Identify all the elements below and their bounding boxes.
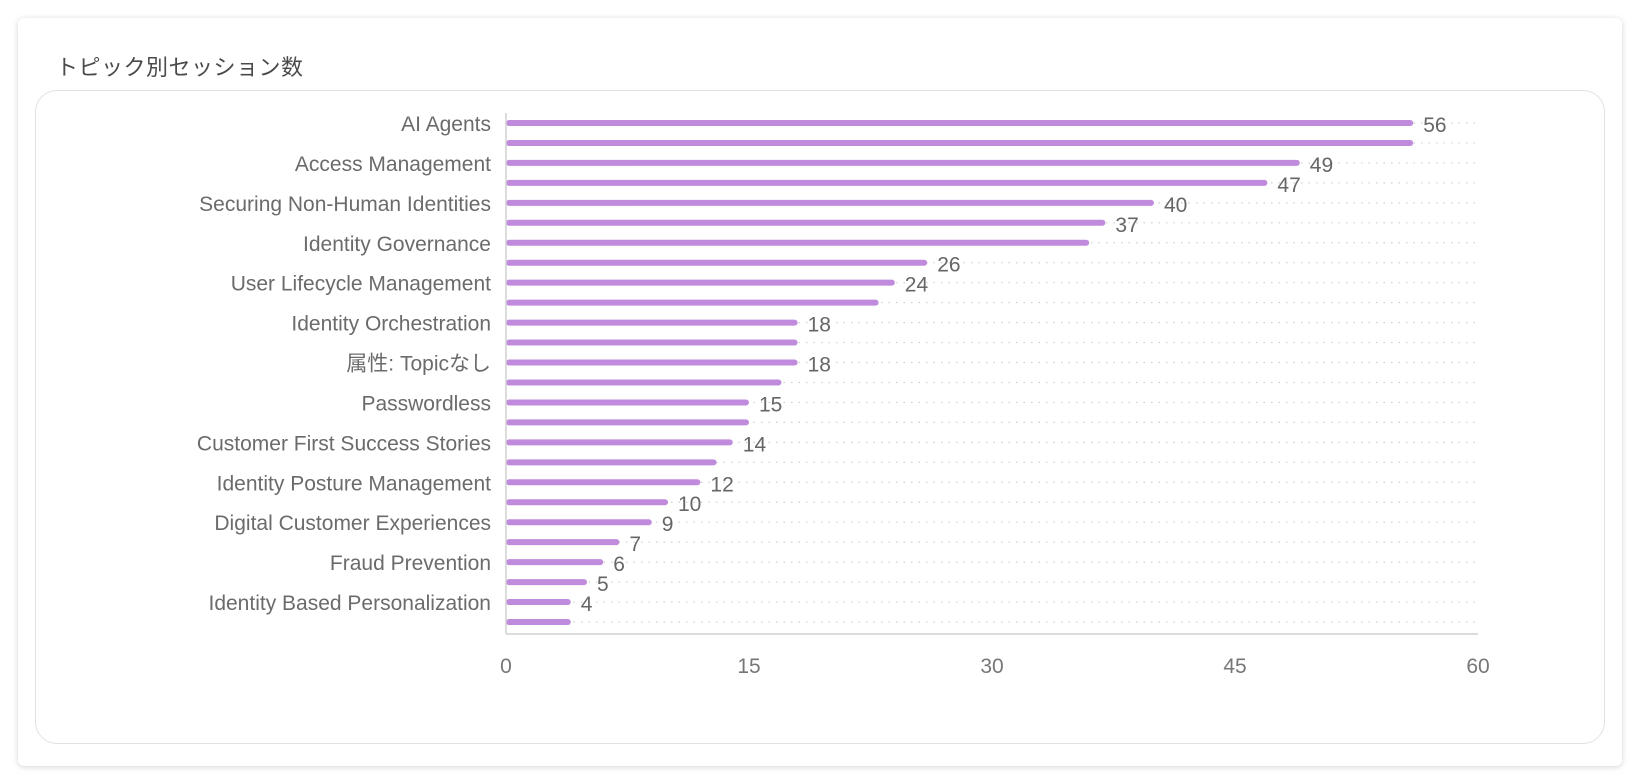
category-label: 属性: Topicなし <box>346 353 491 376</box>
bar <box>506 159 1300 166</box>
x-tick-label: 45 <box>1223 655 1246 678</box>
bar <box>506 619 571 625</box>
bar <box>506 559 604 566</box>
bar <box>506 120 1414 126</box>
category-label: Access Management <box>295 153 491 176</box>
bar-value-label: 12 <box>710 473 733 496</box>
category-label: User Lifecycle Management <box>231 273 491 296</box>
bar <box>506 479 701 486</box>
bar <box>506 139 1414 146</box>
category-label: Identity Governance <box>303 233 491 256</box>
bar <box>506 299 879 306</box>
category-label: Identity Posture Management <box>217 472 491 495</box>
chart-card: 56 49 47 40 37 26 24 18 18 15 14 12 10 9 7 6 5 4 AI Agents… <box>35 90 1605 744</box>
bar-value-label: 40 <box>1164 194 1187 217</box>
bar-value-label: 37 <box>1115 214 1138 237</box>
category-label: Digital Customer Experiences <box>214 512 491 535</box>
bars <box>506 120 1414 625</box>
bar-value-label: 10 <box>678 493 701 516</box>
bar-value-label: 9 <box>662 513 674 536</box>
bar <box>506 239 1090 246</box>
category-label: Securing Non-Human Identities <box>199 193 491 216</box>
bar <box>506 459 717 466</box>
bar <box>506 319 798 326</box>
category-label: Identity Based Personalization <box>208 592 491 615</box>
bar-value-label: 26 <box>937 254 960 277</box>
category-labels: AI Agents Access Management Securing Non-H… <box>197 113 491 615</box>
x-tick-label: 60 <box>1466 655 1489 678</box>
chart-panel: トピック別セッション数 56 49 47 40 37 26 24 18 18 15 14 12 10 9 7… <box>18 18 1622 766</box>
bar <box>506 439 733 446</box>
bar-value-label: 49 <box>1310 154 1333 177</box>
bar-value-label: 4 <box>581 593 593 616</box>
x-tick-label: 15 <box>737 655 760 678</box>
bar <box>506 279 895 286</box>
bar-value-label: 5 <box>597 573 609 596</box>
bar-value-label: 15 <box>759 393 782 416</box>
bar <box>506 539 620 546</box>
bar <box>506 379 782 386</box>
bar <box>506 179 1268 186</box>
bar <box>506 259 928 266</box>
x-tick-label: 0 <box>500 655 512 678</box>
x-tick-labels: 0 15 30 45 60 <box>500 655 1490 678</box>
bar <box>506 359 798 366</box>
bar-value-label: 24 <box>905 274 929 297</box>
x-tick-label: 30 <box>980 655 1003 678</box>
bar-value-label: 56 <box>1423 114 1446 137</box>
grid-lines <box>506 122 1478 623</box>
bar <box>506 219 1106 226</box>
panel-title: トピック別セッション数 <box>56 56 304 81</box>
bar <box>506 399 749 406</box>
bar <box>506 579 587 586</box>
bar-value-label: 18 <box>808 354 831 377</box>
bar <box>506 599 571 606</box>
category-label: Customer First Success Stories <box>197 432 491 455</box>
bar <box>506 499 668 506</box>
bar-value-label: 18 <box>808 314 831 337</box>
bar-value-label: 47 <box>1277 174 1300 197</box>
bar-value-label: 7 <box>629 533 641 556</box>
category-label: AI Agents <box>401 113 491 136</box>
bar <box>506 199 1154 206</box>
category-label: Passwordless <box>361 392 491 415</box>
bar <box>506 419 749 426</box>
category-label: Identity Orchestration <box>291 313 491 336</box>
bar <box>506 339 798 346</box>
category-label: Fraud Prevention <box>330 552 491 575</box>
bar <box>506 519 652 526</box>
bar-value-label: 14 <box>743 433 767 456</box>
bar-value-label: 6 <box>613 553 625 576</box>
